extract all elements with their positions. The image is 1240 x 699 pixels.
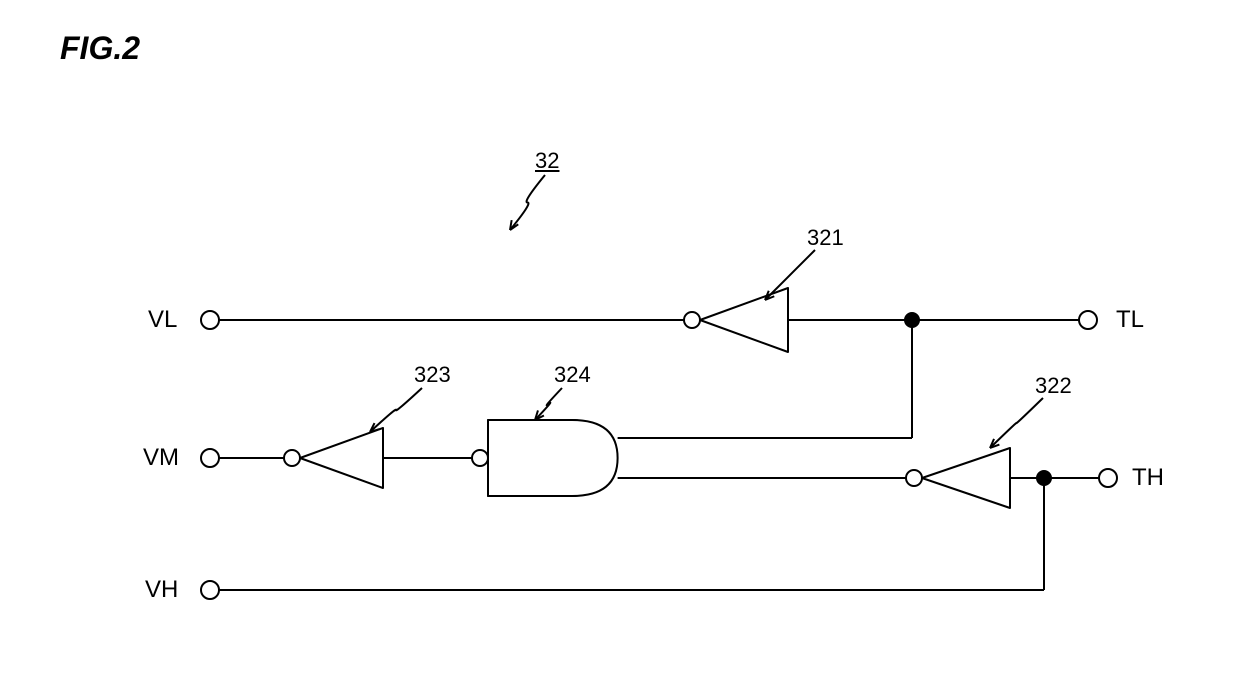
figure-title: FIG.2	[60, 30, 140, 67]
circuit-diagram	[0, 0, 1240, 699]
ref-323: 323	[414, 362, 451, 388]
ref-324: 324	[554, 362, 591, 388]
port-th: TH	[1132, 464, 1164, 492]
port-vh: VH	[145, 576, 178, 604]
ref-main: 32	[535, 148, 559, 174]
port-tl: TL	[1116, 306, 1144, 334]
ref-321: 321	[807, 225, 844, 251]
port-vm: VM	[143, 444, 179, 472]
ref-322: 322	[1035, 373, 1072, 399]
port-vl: VL	[148, 306, 177, 334]
